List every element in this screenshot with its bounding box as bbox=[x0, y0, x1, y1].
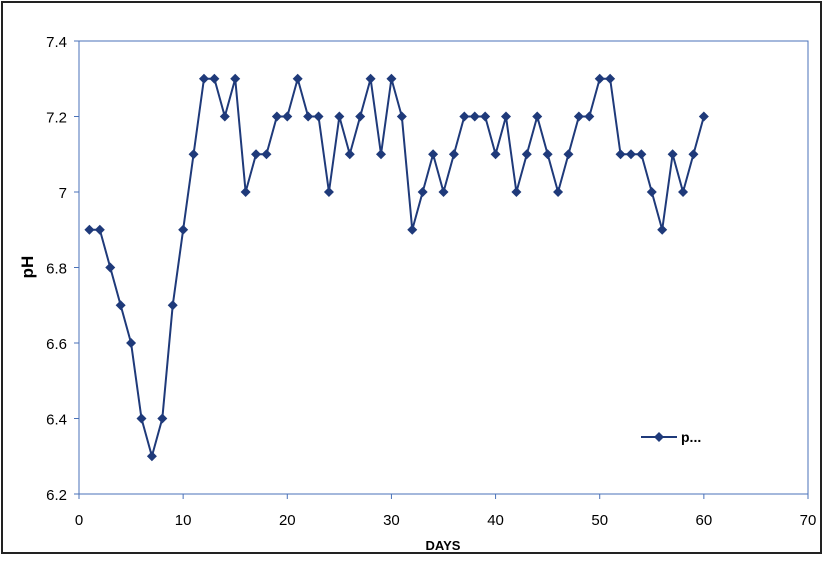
data-point-marker bbox=[292, 73, 303, 84]
data-point-marker bbox=[376, 149, 387, 160]
data-point-marker bbox=[365, 73, 376, 84]
x-axis-ticks: 0 10 20 30 40 50 60 70 bbox=[75, 494, 817, 529]
legend-label: p... bbox=[681, 429, 701, 445]
x-tick-label: 0 bbox=[75, 512, 83, 529]
data-point-marker bbox=[448, 149, 459, 160]
data-point-marker bbox=[542, 149, 553, 160]
data-point-marker bbox=[511, 187, 522, 197]
data-point-marker bbox=[396, 111, 407, 122]
data-point-marker bbox=[355, 111, 366, 122]
y-tick-label: 7.2 bbox=[46, 110, 67, 127]
data-point-marker bbox=[500, 111, 511, 122]
data-point-marker bbox=[115, 300, 126, 311]
data-point-marker bbox=[553, 187, 564, 197]
x-tick-label: 40 bbox=[487, 512, 504, 529]
data-point-marker bbox=[105, 262, 116, 273]
y-tick-label: 7 bbox=[59, 185, 67, 202]
data-point-marker bbox=[667, 149, 678, 160]
data-point-marker bbox=[198, 73, 209, 84]
data-point-marker bbox=[178, 224, 189, 235]
data-point-marker bbox=[271, 111, 282, 122]
y-tick-label: 6.6 bbox=[46, 336, 67, 353]
data-point-marker bbox=[563, 149, 574, 160]
x-tick-label: 60 bbox=[696, 512, 713, 529]
data-point-marker bbox=[136, 413, 147, 424]
data-point-marker bbox=[428, 149, 439, 160]
data-point-marker bbox=[188, 149, 199, 160]
data-point-marker bbox=[438, 187, 449, 197]
data-point-marker bbox=[490, 149, 501, 160]
data-point-marker bbox=[282, 111, 293, 122]
data-point-marker bbox=[313, 111, 324, 122]
series-markers bbox=[84, 73, 709, 462]
x-tick-label: 10 bbox=[175, 512, 192, 529]
data-point-marker bbox=[688, 149, 699, 160]
x-tick-label: 70 bbox=[800, 512, 817, 529]
data-point-marker bbox=[240, 187, 251, 197]
data-point-marker bbox=[657, 224, 668, 235]
legend-marker bbox=[654, 432, 664, 442]
data-point-marker bbox=[584, 111, 595, 122]
data-point-marker bbox=[146, 451, 157, 462]
y-tick-label: 6.2 bbox=[46, 487, 67, 504]
data-point-marker bbox=[678, 187, 689, 197]
data-point-marker bbox=[532, 111, 543, 122]
data-point-marker bbox=[698, 111, 709, 122]
data-point-marker bbox=[209, 73, 220, 84]
data-point-marker bbox=[84, 224, 95, 235]
x-tick-label: 50 bbox=[591, 512, 608, 529]
data-point-marker bbox=[646, 187, 657, 197]
data-point-marker bbox=[344, 149, 355, 160]
data-point-marker bbox=[303, 111, 314, 122]
data-point-marker bbox=[167, 300, 178, 311]
data-point-marker bbox=[459, 111, 470, 122]
data-point-marker bbox=[230, 73, 241, 84]
data-point-marker bbox=[386, 73, 397, 84]
data-point-marker bbox=[323, 187, 334, 197]
x-axis-label: DAYS bbox=[426, 538, 461, 553]
data-point-marker bbox=[334, 111, 345, 122]
y-axis-label: pH bbox=[18, 256, 37, 279]
y-tick-label: 6.4 bbox=[46, 412, 67, 429]
data-point-marker bbox=[625, 149, 636, 160]
x-tick-label: 20 bbox=[279, 512, 296, 529]
data-point-marker bbox=[417, 187, 428, 197]
data-point-marker bbox=[251, 149, 262, 160]
data-point-marker bbox=[636, 149, 647, 160]
data-point-marker bbox=[94, 224, 105, 235]
data-point-marker bbox=[157, 413, 168, 424]
data-point-marker bbox=[219, 111, 230, 122]
data-point-marker bbox=[521, 149, 532, 160]
x-tick-label: 30 bbox=[383, 512, 400, 529]
y-tick-label: 6.8 bbox=[46, 261, 67, 278]
y-tick-label: 7.4 bbox=[46, 34, 67, 51]
data-point-marker bbox=[126, 338, 137, 348]
data-point-marker bbox=[261, 149, 272, 160]
legend: p... bbox=[641, 429, 701, 445]
data-point-marker bbox=[469, 111, 480, 122]
y-axis-ticks: 6.2 6.4 6.6 6.8 7 7.2 7.4 bbox=[46, 34, 79, 504]
data-point-marker bbox=[480, 111, 491, 122]
data-point-marker bbox=[573, 111, 584, 122]
data-point-marker bbox=[605, 73, 616, 84]
data-point-marker bbox=[594, 73, 605, 84]
data-point-marker bbox=[615, 149, 626, 160]
data-point-marker bbox=[407, 224, 418, 235]
